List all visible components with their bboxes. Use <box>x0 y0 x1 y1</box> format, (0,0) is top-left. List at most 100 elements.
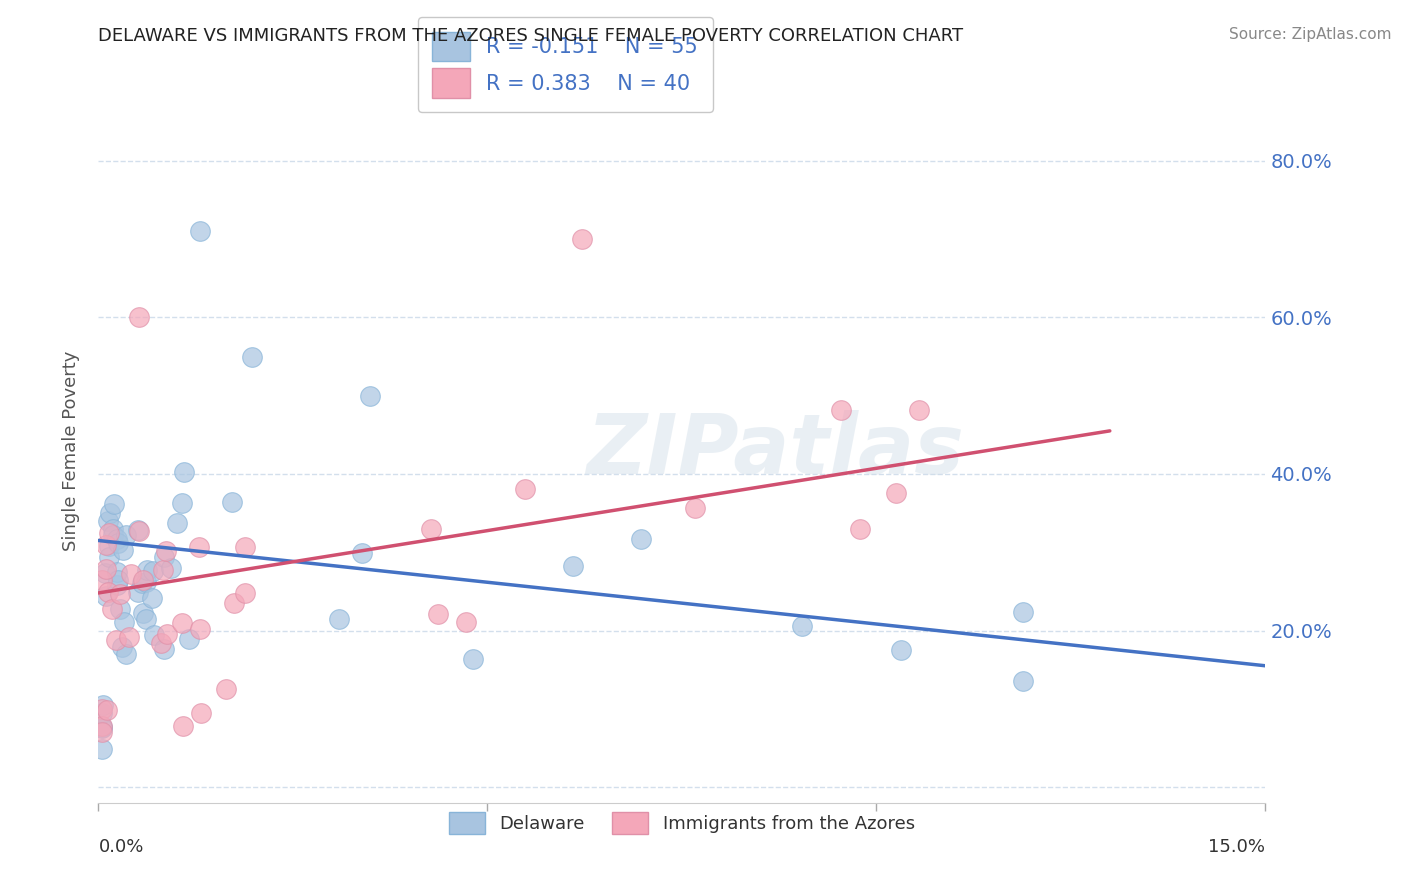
Point <box>792 619 814 633</box>
Point <box>190 706 212 720</box>
Point <box>179 632 201 646</box>
Point <box>571 232 593 246</box>
Point <box>419 522 441 536</box>
Point <box>96 538 118 552</box>
Point <box>118 630 141 644</box>
Point <box>454 615 477 629</box>
Point <box>426 607 449 621</box>
Point <box>91 573 114 587</box>
Point <box>188 540 211 554</box>
Point <box>131 575 153 590</box>
Point <box>188 224 211 238</box>
Point <box>830 403 852 417</box>
Point <box>135 612 157 626</box>
Point <box>120 566 142 581</box>
Point <box>155 544 177 558</box>
Point <box>683 501 706 516</box>
Point <box>221 494 243 508</box>
Text: Source: ZipAtlas.com: Source: ZipAtlas.com <box>1229 27 1392 42</box>
Point <box>98 507 121 521</box>
Point <box>108 587 131 601</box>
Point <box>135 563 157 577</box>
Point <box>142 564 165 578</box>
Point <box>105 578 128 592</box>
Point <box>115 647 138 661</box>
Point <box>132 606 155 620</box>
Point <box>172 496 194 510</box>
Point <box>107 574 129 588</box>
Point <box>188 622 211 636</box>
Text: ZIPatlas: ZIPatlas <box>586 410 965 491</box>
Point <box>96 514 118 528</box>
Point <box>91 742 114 756</box>
Legend: Delaware, Immigrants from the Azores: Delaware, Immigrants from the Azores <box>440 803 924 843</box>
Point <box>352 545 374 559</box>
Y-axis label: Single Female Poverty: Single Female Poverty <box>62 351 80 550</box>
Point <box>224 595 246 609</box>
Point <box>105 632 128 647</box>
Point <box>1012 674 1035 689</box>
Point <box>128 524 150 538</box>
Point <box>170 616 193 631</box>
Point <box>160 561 183 575</box>
Point <box>107 566 129 580</box>
Point <box>135 575 157 590</box>
Point <box>127 523 149 537</box>
Point <box>131 573 153 587</box>
Point <box>233 540 256 554</box>
Point <box>890 642 912 657</box>
Point <box>112 542 135 557</box>
Point <box>152 563 174 577</box>
Point <box>172 719 194 733</box>
Point <box>115 528 138 542</box>
Text: 0.0%: 0.0% <box>98 838 143 855</box>
Point <box>235 586 257 600</box>
Point <box>107 536 129 550</box>
Point <box>101 522 124 536</box>
Point <box>1012 605 1035 619</box>
Point <box>96 562 118 576</box>
Point <box>91 698 114 712</box>
Point <box>105 533 128 547</box>
Point <box>630 533 652 547</box>
Point <box>98 525 121 540</box>
Point <box>143 628 166 642</box>
Point <box>513 482 536 496</box>
Point <box>103 497 125 511</box>
Point <box>112 615 135 630</box>
Text: 15.0%: 15.0% <box>1208 838 1265 855</box>
Point <box>127 584 149 599</box>
Point <box>91 725 114 739</box>
Point <box>97 540 120 554</box>
Point <box>150 636 173 650</box>
Point <box>908 403 931 417</box>
Point <box>173 465 195 479</box>
Point <box>166 516 188 530</box>
Point <box>359 389 381 403</box>
Point <box>91 721 114 735</box>
Point <box>96 703 118 717</box>
Point <box>91 702 114 716</box>
Point <box>156 626 179 640</box>
Point <box>91 719 114 733</box>
Point <box>461 651 484 665</box>
Point <box>108 602 131 616</box>
Point <box>153 641 176 656</box>
Point <box>91 706 114 720</box>
Point <box>152 549 174 564</box>
Point <box>98 549 121 564</box>
Point <box>91 720 114 734</box>
Point <box>884 486 907 500</box>
Point <box>100 602 122 616</box>
Point <box>141 591 163 606</box>
Point <box>849 522 872 536</box>
Point <box>94 566 117 580</box>
Point <box>215 681 238 696</box>
Point <box>328 612 350 626</box>
Point <box>128 310 150 325</box>
Point <box>111 640 134 655</box>
Point <box>240 350 263 364</box>
Point <box>101 528 124 542</box>
Text: DELAWARE VS IMMIGRANTS FROM THE AZORES SINGLE FEMALE POVERTY CORRELATION CHART: DELAWARE VS IMMIGRANTS FROM THE AZORES S… <box>98 27 963 45</box>
Point <box>94 589 117 603</box>
